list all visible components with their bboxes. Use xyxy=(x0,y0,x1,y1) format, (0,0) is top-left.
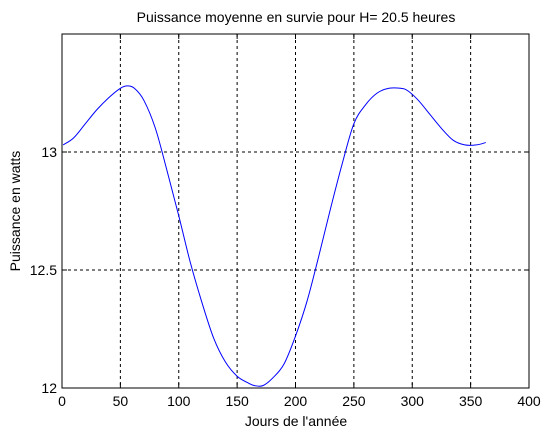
x-tick-label: 200 xyxy=(284,393,308,409)
data-line xyxy=(62,85,486,387)
y-tick-label: 12.5 xyxy=(30,262,57,278)
y-axis-label: Puissance en watts xyxy=(7,151,23,272)
x-tick-label: 100 xyxy=(167,393,191,409)
x-tick-label: 50 xyxy=(113,393,129,409)
x-tick-label: 350 xyxy=(459,393,483,409)
x-tick-label: 400 xyxy=(517,393,541,409)
axis-ticks: 0 50 100 150 200 250 300 350 400 12 12.5 13 xyxy=(30,34,541,409)
y-tick-label: 12 xyxy=(41,380,57,396)
x-tick-label: 250 xyxy=(342,393,366,409)
x-tick-label: 150 xyxy=(225,393,249,409)
x-axis-label: Jours de l'année xyxy=(245,413,348,429)
y-tick-label: 13 xyxy=(41,144,57,160)
chart-title: Puissance moyenne en survie pour H= 20.5… xyxy=(137,9,456,25)
x-tick-label: 0 xyxy=(58,393,66,409)
x-tick-label: 300 xyxy=(401,393,425,409)
grid xyxy=(62,34,529,388)
